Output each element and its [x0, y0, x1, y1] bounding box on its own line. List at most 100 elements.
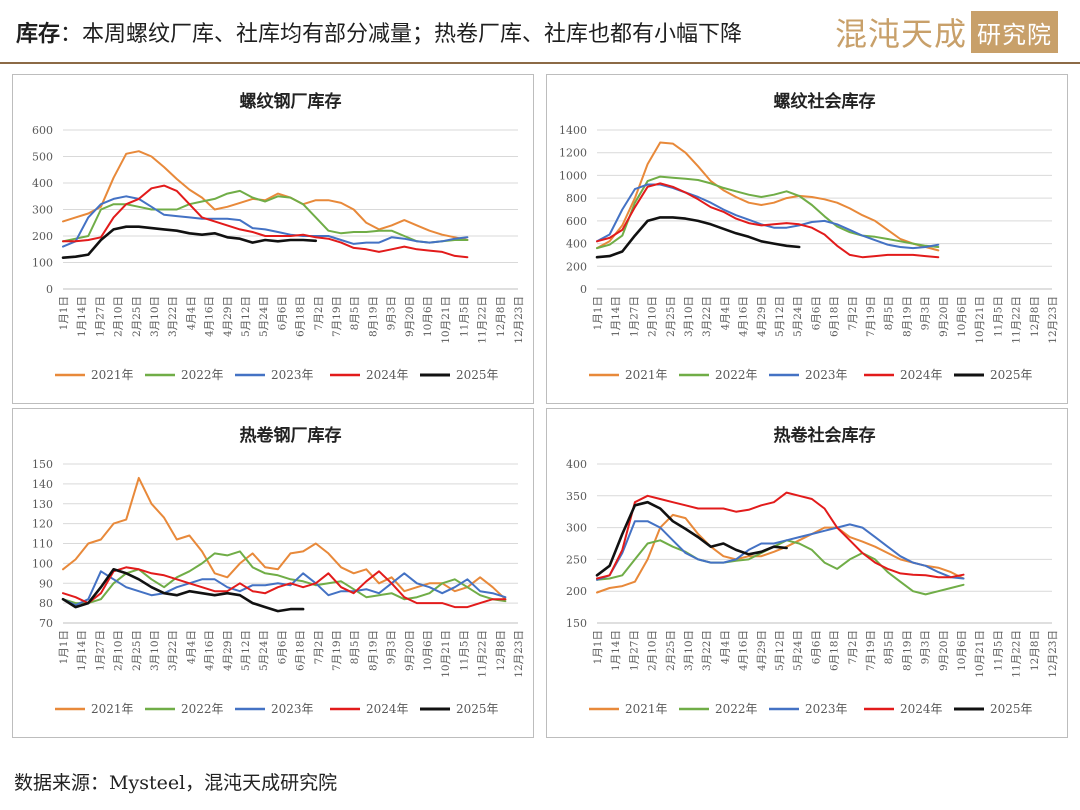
x-tick-label: 7月2日	[847, 296, 859, 330]
chart-title: 螺纹钢厂库存	[240, 91, 342, 112]
x-tick-label: 2月25日	[131, 296, 143, 337]
series-line	[595, 216, 801, 259]
legend-label: 2022年	[181, 702, 224, 716]
y-tick-label: 300	[32, 204, 53, 217]
series-line	[596, 491, 965, 580]
x-tick-label: 10月6日	[956, 630, 968, 671]
y-tick-label: 0	[46, 283, 53, 296]
x-tick-label: 7月19日	[331, 296, 343, 337]
x-tick-label: 9月3日	[920, 296, 932, 330]
x-tick-label: 9月20日	[404, 296, 416, 337]
x-tick-label: 7月19日	[865, 630, 877, 671]
y-tick-label: 1400	[559, 124, 587, 137]
chart-rebar-mill: 螺纹钢厂库存 0 100 200 300 400 500 600 1月1日 1月14日 1月27日 2…	[32, 91, 525, 382]
series-line	[62, 184, 469, 259]
x-tick-label: 4月16日	[738, 630, 750, 671]
series-line	[62, 476, 507, 601]
y-tick-label: 400	[566, 238, 587, 251]
legend-label: 2025年	[456, 368, 499, 382]
x-tick-label: 11月5日	[458, 296, 470, 337]
x-tick-label: 5月12日	[240, 630, 252, 671]
y-tick-label: 0	[580, 283, 587, 296]
legend-label: 2025年	[456, 702, 499, 716]
series-line	[596, 141, 940, 252]
series-line	[596, 175, 940, 250]
x-tick-label: 9月20日	[938, 296, 950, 337]
x-tick-label: 11月22日	[477, 296, 489, 344]
x-tick-label: 6月18日	[829, 296, 841, 337]
y-tick-label: 600	[566, 215, 587, 228]
series-line	[596, 182, 940, 259]
x-tick-label: 2月10日	[647, 296, 659, 337]
x-tick-label: 4月16日	[204, 630, 216, 671]
logo-wordmark: 混沌天成	[834, 15, 967, 53]
x-tick-label: 3月10日	[683, 630, 695, 671]
x-tick-label: 1月27日	[628, 296, 640, 337]
y-tick-label: 110	[32, 538, 53, 551]
x-tick-label: 2月25日	[665, 630, 677, 671]
series-line	[62, 195, 469, 248]
x-tick-label: 11月5日	[992, 630, 1004, 671]
y-tick-label: 500	[32, 151, 53, 164]
chart-panel-hrc-mill: 热卷钢厂库存 70 80 90 100 110 120 130 140 150 1月1日 1月14日 1…	[12, 408, 534, 738]
x-tick-label: 5月12日	[774, 296, 786, 337]
y-tick-label: 140	[32, 478, 53, 491]
legend-label: 2023年	[271, 368, 314, 382]
x-tick-label: 11月22日	[1011, 630, 1023, 678]
y-tick-label: 70	[39, 617, 53, 630]
x-tick-label: 10月6日	[422, 296, 434, 337]
y-tick-label: 200	[566, 260, 587, 273]
x-tick-label: 5月24日	[792, 630, 804, 671]
x-tick-label: 6月6日	[276, 630, 288, 664]
x-tick-label: 1月14日	[610, 630, 622, 671]
x-tick-label: 8月5日	[883, 296, 895, 330]
x-tick-label: 12月23日	[513, 630, 525, 678]
x-tick-label: 8月19日	[901, 630, 913, 671]
x-tick-label: 3月22日	[701, 296, 713, 337]
legend-label: 2022年	[715, 368, 758, 382]
y-tick-label: 400	[32, 177, 53, 190]
x-tick-label: 4月4日	[185, 630, 197, 664]
x-tick-label: 4月16日	[204, 296, 216, 337]
y-tick-label: 100	[32, 557, 53, 570]
x-tick-label: 6月6日	[810, 630, 822, 664]
x-tick-label: 1月1日	[592, 296, 604, 330]
legend-label: 2022年	[181, 368, 224, 382]
x-tick-label: 11月22日	[1011, 296, 1023, 344]
x-tick-label: 4月29日	[756, 630, 768, 671]
x-tick-label: 3月10日	[149, 630, 161, 671]
x-tick-label: 6月18日	[295, 296, 307, 337]
x-tick-label: 3月10日	[149, 296, 161, 337]
series-line	[62, 566, 507, 609]
x-tick-label: 7月2日	[313, 296, 325, 330]
x-tick-label: 2月25日	[131, 630, 143, 671]
x-tick-label: 11月5日	[992, 296, 1004, 337]
chart-title: 热卷社会库存	[774, 425, 876, 446]
series-line	[61, 568, 305, 613]
series-line	[596, 513, 965, 594]
x-tick-label: 10月6日	[956, 296, 968, 337]
x-tick-label: 9月20日	[938, 630, 950, 671]
y-tick-label: 300	[566, 522, 587, 535]
legend-label: 2024年	[366, 368, 409, 382]
chart-title: 螺纹社会库存	[774, 91, 876, 112]
legend-label: 2025年	[990, 368, 1033, 382]
x-tick-label: 10月21日	[440, 296, 452, 344]
y-tick-label: 200	[32, 230, 53, 243]
x-tick-label: 4月4日	[185, 296, 197, 330]
y-tick-label: 250	[566, 553, 587, 566]
x-tick-label: 2月10日	[113, 296, 125, 337]
x-tick-label: 5月24日	[258, 630, 270, 671]
x-tick-label: 1月1日	[592, 630, 604, 664]
legend-label: 2023年	[271, 702, 314, 716]
series-line	[62, 189, 469, 244]
x-tick-label: 12月23日	[513, 296, 525, 344]
x-tick-label: 8月5日	[349, 630, 361, 664]
x-tick-label: 2月10日	[113, 630, 125, 671]
chart-panel-hrc-social: 热卷社会库存 150 200 250 300 350 400 1月1日 1月14日 1月27日 2月…	[546, 408, 1068, 738]
x-tick-label: 1月27日	[628, 630, 640, 671]
page-title: 库存：本周螺纹厂库、社库均有部分减量；热卷厂库、社库也都有小幅下降	[16, 16, 742, 48]
legend-label: 2021年	[91, 702, 134, 716]
legend-label: 2022年	[715, 702, 758, 716]
x-tick-label: 1月14日	[610, 296, 622, 337]
